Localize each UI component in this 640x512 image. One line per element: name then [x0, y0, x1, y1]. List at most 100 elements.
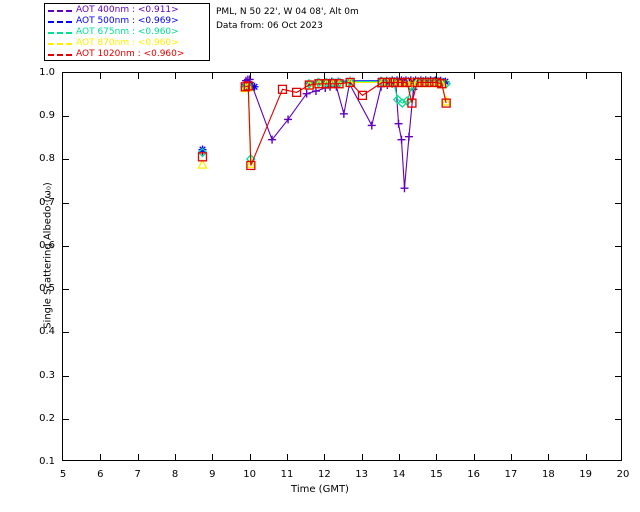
x-tick-top: [287, 73, 288, 79]
data-point-square: [197, 152, 208, 162]
x-tick: [585, 454, 587, 460]
x-tick-label: 6: [97, 469, 104, 480]
legend-label: AOT 675nm : <0.960>: [76, 27, 179, 37]
x-tick: [100, 454, 102, 460]
x-tick-top: [399, 73, 400, 79]
data-point-square: [243, 81, 253, 91]
x-tick: [361, 454, 363, 460]
legend-line-sample-icon: [48, 9, 72, 12]
x-tick-top: [511, 73, 512, 79]
legend-box: AOT 400nm : <0.911> AOT 500nm : <0.969> AO…: [44, 3, 210, 61]
y-tick-right: [615, 375, 621, 377]
data-point-diamond: [304, 78, 315, 89]
x-tick-top: [137, 73, 139, 79]
data-point-square: [321, 79, 332, 89]
data-point-square: [397, 77, 407, 88]
legend-line-sample-icon: [48, 20, 72, 23]
series-line: [245, 78, 445, 189]
x-tick: [324, 454, 326, 460]
x-tick-top: [100, 73, 102, 79]
x-tick-label: 13: [355, 469, 369, 480]
data-point-triangle: [245, 157, 256, 168]
y-tick-label: 0.2: [39, 412, 55, 424]
x-tick-top: [548, 73, 550, 79]
x-tick-top: [361, 73, 363, 79]
data-series-layer: [197, 75, 452, 193]
y-tick-label: 0.8: [39, 153, 55, 165]
y-tick: [63, 375, 69, 377]
y-tick-label: 0.7: [39, 196, 55, 208]
data-point-square: [304, 80, 314, 90]
data-point-square: [417, 77, 427, 88]
x-tick-label: 12: [317, 469, 331, 480]
legend-label: AOT 870nm : <0.960>: [76, 38, 179, 48]
x-tick: [137, 454, 139, 460]
data-point-square: [246, 160, 256, 171]
data-point-plus: [268, 135, 277, 144]
data-point-diamond: [197, 147, 208, 158]
y-tick-label: 1.0: [39, 67, 55, 78]
x-tick-top: [473, 73, 475, 79]
series-aot-870nm: [197, 77, 452, 169]
x-tick-top: [249, 73, 251, 79]
legend-label: AOT 500nm : <0.969>: [76, 16, 179, 26]
data-point-plus: [367, 121, 376, 130]
data-point-square: [240, 82, 250, 92]
y-tick-label: 0.3: [39, 369, 55, 381]
legend-entry-500nm: AOT 500nm : <0.969>: [48, 16, 207, 27]
x-tick: [511, 454, 512, 460]
legend-line-sample-icon: [48, 53, 72, 56]
y-tick-label: 0.6: [39, 239, 55, 251]
x-tick-label: 18: [541, 469, 555, 480]
x-tick-top: [212, 73, 214, 79]
data-point-diamond: [392, 94, 403, 105]
data-point-square: [437, 79, 447, 89]
data-point-square: [422, 77, 432, 88]
y-tick-right: [615, 418, 621, 420]
x-tick-label: 16: [467, 469, 481, 480]
y-tick-right: [615, 332, 621, 334]
x-tick-label: 19: [579, 469, 593, 480]
data-point-plus: [311, 87, 320, 96]
series-aot-1020nm: [197, 77, 451, 171]
y-tick: [63, 245, 69, 247]
data-point-square: [334, 79, 344, 89]
data-point-square: [382, 77, 393, 88]
y-tick-right: [615, 202, 621, 204]
x-tick-label: 11: [280, 469, 294, 480]
legend-label: AOT 1020nm : <0.960>: [76, 49, 185, 59]
x-tick-label: 15: [429, 469, 443, 480]
x-tick-label: 8: [171, 469, 179, 480]
x-tick-top: [436, 73, 438, 79]
y-tick: [63, 116, 69, 118]
data-point-square: [377, 77, 387, 88]
x-tick-label: 14: [392, 469, 406, 480]
x-tick: [473, 454, 475, 460]
x-tick-label: 5: [59, 469, 67, 480]
data-point-square: [277, 84, 288, 94]
x-tick-top: [324, 73, 326, 79]
data-point-square: [441, 98, 451, 108]
y-tick-label: 0.4: [39, 326, 55, 338]
x-tick-label: 9: [209, 469, 216, 480]
x-tick: [548, 454, 550, 460]
data-point-plus: [404, 132, 413, 141]
x-tick: [212, 454, 214, 460]
data-point-plus: [302, 89, 311, 98]
data-point-plus: [400, 184, 409, 193]
data-point-square: [412, 77, 422, 88]
y-tick: [63, 332, 69, 334]
data-point-square: [291, 87, 302, 97]
data-point-star: [198, 145, 207, 154]
y-tick-label: 0.1: [39, 456, 55, 467]
data-point-triangle: [240, 82, 251, 93]
y-tick: [63, 418, 69, 420]
data-point-square: [407, 98, 417, 108]
data-point-triangle: [197, 158, 208, 169]
data-point-plus: [339, 109, 348, 118]
x-tick: [287, 454, 288, 460]
data-point-star: [250, 82, 259, 91]
x-tick-label: 20: [616, 469, 630, 480]
data-point-plus: [284, 115, 293, 124]
